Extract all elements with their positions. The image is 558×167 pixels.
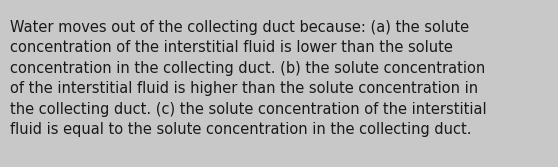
Text: Water moves out of the collecting duct because: (a) the solute
concentration of : Water moves out of the collecting duct b… [10, 20, 487, 137]
